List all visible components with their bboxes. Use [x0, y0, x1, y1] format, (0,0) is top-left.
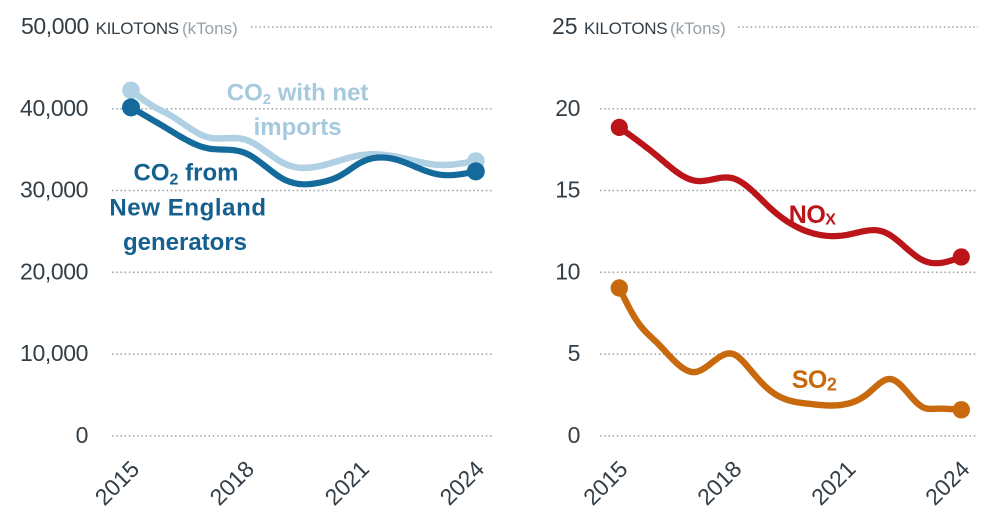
svg-text:KILOTONS: KILOTONS [96, 19, 179, 38]
svg-text:New England: New England [109, 194, 266, 221]
svg-text:10,000: 10,000 [20, 340, 88, 366]
svg-text:10: 10 [555, 258, 580, 284]
svg-text:generators: generators [123, 229, 247, 256]
svg-text:(kTons): (kTons) [670, 19, 726, 38]
svg-text:imports: imports [254, 114, 342, 141]
svg-text:CO2 with net: CO2 with net [227, 80, 369, 109]
svg-text:KILOTONS: KILOTONS [584, 19, 667, 38]
svg-text:(kTons): (kTons) [182, 19, 238, 38]
svg-text:20: 20 [555, 95, 580, 121]
svg-text:20,000: 20,000 [20, 258, 88, 284]
svg-text:25: 25 [552, 13, 578, 39]
svg-text:30,000: 30,000 [20, 177, 88, 203]
svg-text:CO2 from: CO2 from [134, 160, 239, 189]
svg-text:50,000: 50,000 [21, 13, 89, 39]
svg-text:0: 0 [76, 422, 88, 448]
svg-text:0: 0 [568, 422, 580, 448]
svg-text:40,000: 40,000 [20, 95, 88, 121]
svg-text:5: 5 [568, 340, 580, 366]
svg-text:15: 15 [555, 177, 580, 203]
